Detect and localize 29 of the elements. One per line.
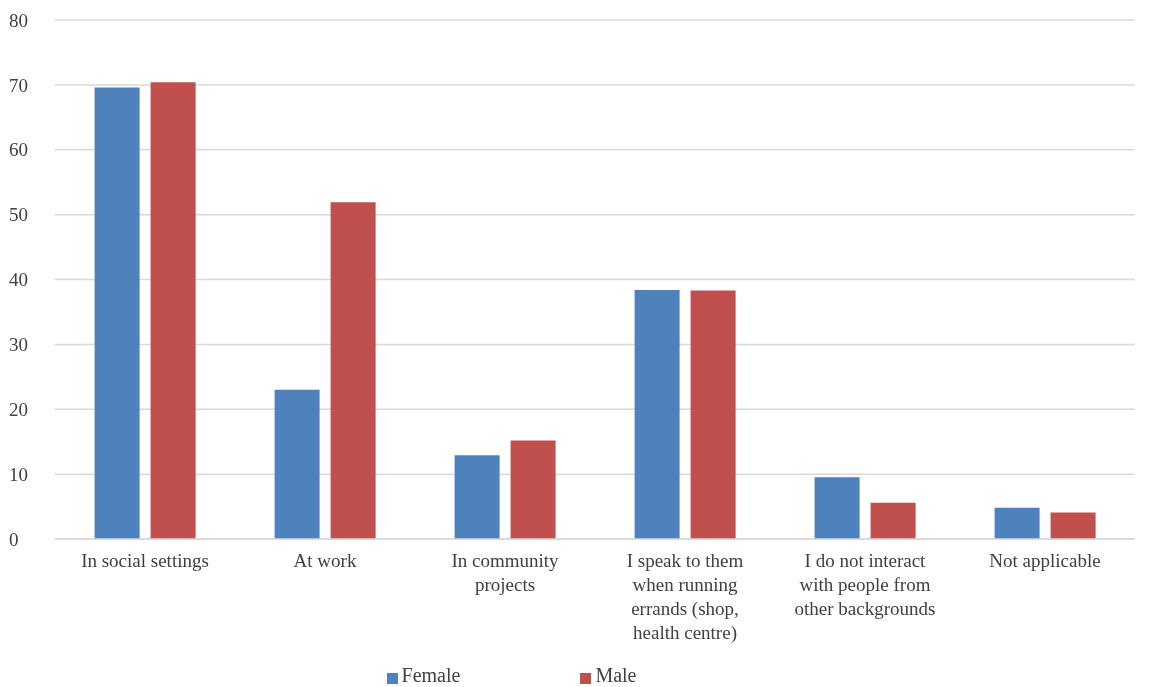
y-tick-label: 0	[9, 528, 19, 550]
x-tick-label: I speak to them when running errands (shop, health centre)	[626, 550, 744, 644]
bar	[634, 289, 680, 539]
bar	[690, 290, 736, 539]
bar	[454, 455, 500, 539]
bar	[1050, 512, 1096, 539]
bar	[94, 87, 140, 539]
y-tick-label: 60	[9, 139, 28, 161]
bar	[994, 507, 1040, 539]
bar	[510, 440, 556, 539]
y-tick-label: 50	[9, 204, 28, 226]
x-tick-label: Not applicable	[989, 550, 1101, 571]
bar	[274, 389, 320, 539]
bar	[814, 477, 860, 539]
y-tick-label: 30	[9, 334, 28, 356]
y-tick-label: 10	[9, 463, 28, 485]
legend-label: Male	[595, 664, 637, 686]
bar	[330, 202, 376, 539]
x-tick-label: I do not interact with people from other backgrounds	[794, 550, 936, 619]
x-tick-label: In social settings	[81, 550, 209, 571]
y-tick-label: 70	[9, 74, 28, 96]
legend-label: Female	[401, 664, 461, 686]
bar	[150, 82, 196, 539]
x-tick-label: In community projects	[451, 550, 560, 595]
y-tick-label: 80	[9, 9, 28, 31]
x-tick-label: At work	[293, 550, 357, 571]
y-tick-label: 40	[9, 269, 28, 291]
y-tick-label: 20	[9, 398, 28, 420]
bar	[870, 502, 916, 539]
